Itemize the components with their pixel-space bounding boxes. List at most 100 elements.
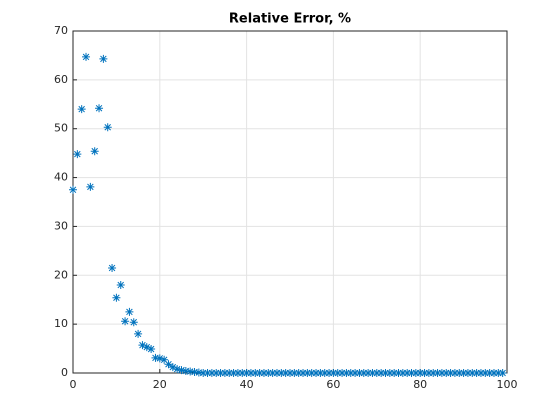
marker: [103, 123, 112, 132]
x-tick-label: 80: [413, 378, 427, 391]
marker: [377, 369, 386, 377]
marker: [125, 307, 134, 316]
marker: [329, 369, 338, 377]
marker: [272, 369, 281, 377]
marker: [372, 369, 381, 377]
marker: [338, 369, 347, 377]
marker: [351, 369, 360, 377]
y-tick-label: 50: [54, 122, 68, 135]
marker: [177, 366, 186, 375]
marker: [411, 369, 420, 377]
marker: [424, 369, 433, 377]
marker: [86, 182, 95, 191]
marker: [238, 369, 247, 377]
marker: [164, 360, 173, 369]
marker: [468, 369, 477, 377]
marker: [299, 369, 308, 377]
marker: [259, 369, 268, 377]
marker: [242, 369, 251, 377]
marker: [403, 369, 412, 377]
marker: [134, 329, 143, 338]
marker: [190, 368, 199, 377]
marker: [459, 369, 468, 377]
marker: [277, 369, 286, 377]
x-tick-label: 60: [326, 378, 340, 391]
marker: [381, 369, 390, 377]
marker: [407, 369, 416, 377]
marker: [194, 368, 203, 377]
marker: [90, 147, 99, 156]
y-tick-label: 30: [54, 219, 68, 232]
marker: [116, 281, 125, 290]
marker: [173, 365, 182, 374]
chart-title: Relative Error, %: [229, 12, 351, 27]
marker: [82, 52, 91, 61]
marker: [442, 369, 451, 377]
marker: [255, 369, 264, 377]
marker: [203, 369, 212, 377]
marker: [264, 369, 273, 377]
marker: [485, 369, 494, 377]
marker: [333, 369, 342, 377]
x-tick-label: 0: [70, 378, 77, 391]
marker: [429, 369, 438, 377]
y-tick-label: 10: [54, 317, 68, 330]
y-tick-label: 20: [54, 268, 68, 281]
y-tick-label: 0: [61, 366, 68, 379]
marker: [359, 369, 368, 377]
marker: [186, 367, 195, 376]
marker: [416, 369, 425, 377]
y-tick-label: 60: [54, 73, 68, 86]
marker: [307, 369, 316, 377]
marker: [286, 369, 294, 377]
marker: [99, 54, 108, 63]
marker: [437, 369, 446, 377]
marker: [368, 369, 377, 377]
marker: [433, 369, 442, 377]
marker: [476, 369, 485, 377]
marker: [346, 369, 355, 377]
marker: [160, 355, 169, 364]
marker: [199, 369, 208, 377]
marker: [342, 369, 351, 377]
marker: [246, 369, 255, 377]
marker: [168, 363, 177, 372]
marker: [147, 345, 156, 354]
marker: [385, 369, 394, 377]
marker: [481, 369, 490, 377]
marker: [229, 369, 238, 377]
marker: [290, 369, 299, 377]
marker: [108, 263, 117, 272]
plot-area: [73, 31, 507, 373]
marker: [151, 353, 160, 362]
marker: [225, 369, 234, 377]
marker: [312, 369, 321, 377]
marker: [472, 369, 481, 377]
marker: [355, 369, 364, 377]
marker: [281, 369, 290, 377]
marker: [73, 150, 82, 159]
marker: [129, 318, 138, 327]
x-tick-label: 40: [240, 378, 254, 391]
marker: [398, 369, 407, 377]
marker: [251, 369, 260, 377]
marker: [494, 369, 503, 377]
marker: [446, 369, 455, 377]
marker: [212, 369, 221, 377]
marker: [320, 369, 329, 377]
marker: [112, 293, 121, 302]
marker: [220, 369, 229, 377]
marker: [325, 369, 334, 377]
marker: [95, 104, 104, 113]
marker: [142, 343, 151, 352]
marker: [216, 369, 225, 377]
x-tick-label: 100: [497, 378, 518, 391]
marker: [394, 369, 403, 377]
marker: [77, 105, 86, 114]
marker: [138, 341, 147, 350]
marker: [489, 369, 498, 377]
marker: [294, 369, 303, 377]
marker: [268, 369, 277, 377]
